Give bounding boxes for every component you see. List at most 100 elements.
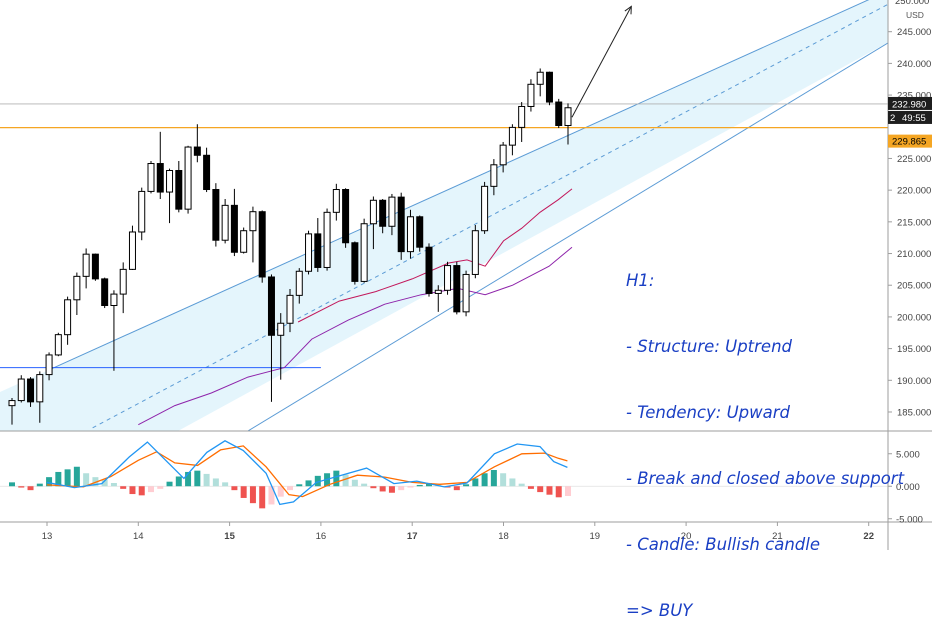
macd-histogram-bar <box>185 471 192 487</box>
candle-body <box>110 293 118 307</box>
candle-body <box>471 230 479 275</box>
price-tick-label: 205.000 <box>897 281 931 292</box>
candle-body <box>388 196 396 227</box>
countdown-tag <box>888 110 932 124</box>
macd-histogram-bar <box>64 469 71 487</box>
macd-histogram-bar <box>490 470 497 487</box>
candle-body <box>166 169 174 193</box>
candle-body <box>249 211 257 232</box>
macd-histogram-bar <box>565 486 571 496</box>
parallel-channel[interactable] <box>0 0 896 550</box>
macd-histogram-bar <box>36 483 43 487</box>
price-tick-label: 195.000 <box>897 344 931 355</box>
candle-body <box>101 278 109 307</box>
candle-body <box>536 71 544 85</box>
macd-histogram-bar <box>166 481 173 487</box>
macd-histogram-bar <box>9 482 15 487</box>
candle-body <box>564 107 572 126</box>
macd-histogram-bar <box>314 475 321 487</box>
candle-body <box>8 400 16 407</box>
macd-histogram-bar <box>101 479 108 487</box>
macd-histogram-bar <box>342 474 349 487</box>
candle-body <box>416 216 424 248</box>
macd-histogram-bar <box>27 486 34 491</box>
candle-body <box>453 265 461 313</box>
macd-histogram-bar <box>398 486 405 491</box>
macd-histogram-bar <box>73 466 80 487</box>
price-tick-label: 215.000 <box>897 217 931 228</box>
candle-body <box>212 189 220 241</box>
forecast-arrow-shaft[interactable] <box>571 6 632 118</box>
macd-histogram-bar <box>555 486 562 498</box>
time-tick-label: 14 <box>133 531 144 542</box>
candle-body <box>379 199 387 227</box>
macd-tick-label: -5.000 <box>896 514 923 525</box>
macd-tick-label: 0.000 <box>896 482 920 493</box>
forecast-arrow-head[interactable] <box>624 5 632 15</box>
last-price-value: 232.980 <box>892 99 926 110</box>
channel-upper-line[interactable] <box>46 0 896 372</box>
candle-body <box>545 71 553 103</box>
macd-pane <box>0 440 888 509</box>
price-tick-label: 245.000 <box>897 27 931 38</box>
macd-histogram-bar <box>287 486 293 491</box>
time-tick-label: 16 <box>316 531 327 542</box>
candle-body <box>351 242 359 282</box>
countdown-value: 49:55 <box>902 113 926 124</box>
last-price-tag[interactable] <box>888 96 932 110</box>
price-axis[interactable]: 250.000 245.000 240.000 235.000 225.000 220.0… <box>888 0 932 525</box>
candle-body <box>193 146 201 156</box>
macd-histogram-bar <box>83 473 90 487</box>
macd-histogram-bar <box>379 486 386 492</box>
candle-body <box>323 211 331 268</box>
current-partial-value: 2 <box>890 113 895 124</box>
candle-body <box>499 144 507 166</box>
macd-histogram-bar <box>370 486 377 489</box>
macd-histogram-bar <box>148 486 154 493</box>
candle-body <box>175 169 183 210</box>
macd-histogram-bar <box>296 484 303 487</box>
macd-histogram-bar <box>194 470 201 487</box>
channel-fill <box>0 0 888 431</box>
macd-histogram-bar <box>509 478 516 487</box>
price-chart[interactable]: 250.000245.000240.000235.000225.000220.0… <box>0 0 932 550</box>
support-price-tag[interactable] <box>888 134 932 148</box>
macd-histogram-bar <box>388 486 395 493</box>
horizontal-lines <box>0 103 888 369</box>
candle-body <box>508 126 516 146</box>
candle-body <box>54 334 62 356</box>
candle-body <box>82 253 90 277</box>
time-axis[interactable]: 13 14 15 16 17 18 19 20 21 22 <box>42 522 874 542</box>
candle-body <box>230 204 238 253</box>
candle-body <box>17 378 25 402</box>
macd-histogram-bar <box>416 484 423 487</box>
macd-tick-label: 5.000 <box>896 449 920 460</box>
candle-body <box>36 374 44 403</box>
macd-histogram-bar <box>175 476 182 487</box>
channel-lower-line[interactable] <box>247 38 896 431</box>
candle-body <box>91 253 99 280</box>
time-tick-label: 21 <box>772 531 783 542</box>
candle-body <box>342 189 350 244</box>
candle-body <box>156 163 164 193</box>
candle-body <box>397 196 405 253</box>
candle-body <box>27 378 35 403</box>
macd-histogram-bar <box>481 473 488 487</box>
macd-histogram-bar <box>231 486 238 491</box>
candle-body <box>147 163 155 192</box>
macd-signal-line <box>46 445 568 498</box>
candle-body <box>221 204 229 241</box>
time-tick-label: 15 <box>224 531 235 542</box>
price-tick-label: 220.000 <box>897 186 931 197</box>
price-tick-label: 190.000 <box>897 376 931 387</box>
support-price-value: 229.865 <box>892 137 926 148</box>
candle-body <box>64 299 72 336</box>
macd-histogram-bar <box>129 486 136 495</box>
macd-histogram-bar <box>518 483 525 487</box>
macd-histogram-bar <box>277 486 284 497</box>
time-tick-label: 20 <box>681 531 692 542</box>
forecast-arrow[interactable] <box>571 5 632 118</box>
macd-histogram-bar <box>500 473 507 487</box>
macd-histogram-bar <box>426 483 432 487</box>
candle-body <box>555 101 563 126</box>
